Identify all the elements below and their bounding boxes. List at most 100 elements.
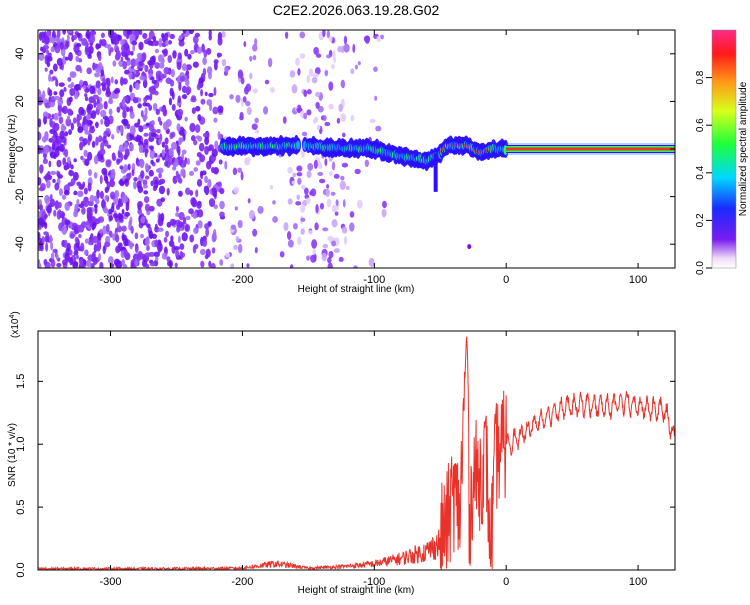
- spectrogram-noise-blob: [84, 96, 89, 102]
- spectrogram-noise-blob: [170, 69, 176, 78]
- spectrogram-noise-blob: [92, 94, 99, 100]
- spectrogram-noise-blob: [296, 165, 303, 172]
- spectrogram-noise-blob: [211, 187, 216, 195]
- spectrogram-noise: [38, 30, 472, 268]
- spectrogram-noise-blob: [205, 227, 209, 238]
- spectrogram-noise-blob: [76, 198, 80, 206]
- spectrogram-noise-blob: [130, 51, 134, 56]
- spectrogram-noise-blob: [73, 225, 79, 235]
- spectrogram-x-tick-label: 100: [629, 274, 647, 286]
- spectrogram-noise-blob: [211, 247, 216, 254]
- spectrogram-noise-blob: [324, 121, 331, 127]
- spectrogram-noise-blob: [99, 148, 106, 156]
- spectrogram-noise-blob: [249, 72, 253, 80]
- spectrogram-noise-blob: [176, 123, 181, 132]
- spectrogram-noise-blob: [168, 147, 174, 157]
- spectrogram-noise-blob: [72, 261, 79, 268]
- spectrogram-noise-blob: [193, 167, 199, 172]
- spectrogram-noise-blob: [154, 90, 159, 96]
- spectrogram-noise-blob: [354, 168, 361, 175]
- spectrogram-noise-blob: [87, 254, 94, 262]
- spectrogram-noise-blob: [114, 234, 120, 243]
- spectrogram-noise-blob: [105, 159, 112, 168]
- spectrogram-noise-blob: [143, 190, 149, 195]
- spectrogram-noise-blob: [326, 30, 330, 39]
- spectrogram-noise-blob: [144, 148, 148, 158]
- spectrogram-noise-blob: [90, 110, 97, 120]
- spectrogram-noise-blob: [159, 62, 165, 69]
- spectrogram-noise-blob: [272, 200, 276, 205]
- spectrogram-noise-blob: [307, 162, 314, 171]
- spectrogram-noise-blob: [58, 188, 64, 196]
- spectrogram-noise-blob: [66, 108, 73, 114]
- spectrogram-noise-blob: [74, 203, 78, 213]
- spectrogram-noise-blob: [70, 122, 74, 131]
- spectrogram-noise-blob: [120, 153, 124, 161]
- spectrogram-noise-blob: [98, 253, 101, 262]
- spectrogram-noise-blob: [357, 61, 361, 66]
- spectrogram-noise-blob: [112, 32, 118, 42]
- spectrogram-noise-blob: [113, 89, 120, 94]
- spectrogram-noise-blob: [73, 84, 80, 92]
- spectrogram-noise-blob: [82, 85, 87, 90]
- spectrogram-noise-blob: [104, 117, 111, 127]
- spectrogram-noise-blob: [213, 59, 219, 65]
- spectrogram-noise-blob: [252, 228, 258, 237]
- spectrogram-noise-blob: [140, 216, 146, 224]
- spectrogram-noise-blob: [381, 208, 387, 218]
- spectrogram-x-ticks: -300 -200 -100 0 100: [100, 30, 647, 286]
- spectrogram-noise-blob: [58, 82, 65, 87]
- spectrogram-noise-blob: [122, 98, 126, 108]
- spectrogram-noise-blob: [122, 60, 127, 70]
- spectrogram-noise-blob: [150, 76, 155, 81]
- snr-y-label: SNR (10 * v/v): [7, 423, 18, 487]
- spectrogram-noise-blob: [185, 86, 192, 95]
- spectrogram-noise-blob: [46, 205, 52, 214]
- spectrogram-noise-blob: [158, 185, 166, 195]
- spectrogram-noise-blob: [303, 112, 308, 120]
- colorbar-label: Normalized spectral amplitude: [738, 81, 749, 216]
- spectrogram-noise-blob: [249, 55, 253, 62]
- spectrogram-noise-blob: [246, 263, 250, 268]
- spectrogram-x-tick-label: -200: [231, 274, 253, 286]
- spectrogram-noise-blob: [199, 170, 203, 177]
- spectrogram-noise-blob: [333, 248, 340, 253]
- spectrogram-noise-blob: [79, 258, 84, 267]
- spectrogram-noise-blob: [148, 230, 154, 240]
- spectrogram-noise-blob: [188, 170, 195, 176]
- spectrogram-noise-blob: [102, 77, 106, 84]
- spectrogram-noise-blob: [189, 50, 195, 55]
- spectrogram-noise-blob: [56, 57, 64, 66]
- spectrogram-noise-blob: [38, 186, 45, 192]
- spectrogram-noise-blob: [306, 255, 310, 261]
- spectrogram-noise-blob: [48, 160, 52, 168]
- spectrogram-noise-blob: [192, 197, 196, 206]
- spectrogram-noise-blob: [165, 119, 172, 127]
- spectrogram-noise-blob: [179, 243, 185, 250]
- spectrogram-noise-blob: [101, 167, 108, 176]
- colorbar-tick-label: 0.2: [695, 213, 706, 227]
- spectrogram-noise-blob: [81, 206, 86, 215]
- spectrogram-noise-blob: [184, 48, 189, 57]
- snr-y-tick-label: 0.5: [15, 499, 27, 514]
- spectrogram-noise-blob: [121, 118, 128, 125]
- spectrogram-noise-blob: [63, 165, 70, 170]
- spectrogram-noise-blob: [324, 69, 329, 77]
- spectrogram-noise-blob: [134, 244, 139, 254]
- spectrogram-noise-blob: [168, 97, 173, 106]
- spectrogram-noise-blob: [171, 142, 178, 150]
- spectrogram-noise-blob: [340, 113, 347, 122]
- spectrogram-noise-blob: [144, 252, 151, 258]
- spectrogram-noise-blob: [96, 189, 100, 200]
- spectrogram-noise-blob: [100, 68, 105, 77]
- spectrogram-noise-blob: [66, 30, 73, 34]
- spectrogram-noise-blob: [83, 187, 88, 195]
- spectrogram-noise-blob: [111, 155, 117, 161]
- spectrogram-noise-blob: [148, 86, 155, 94]
- spectrogram-noise-blob: [293, 222, 298, 230]
- spectrogram-noise-blob: [328, 81, 334, 91]
- spectrogram-noise-blob: [163, 236, 168, 243]
- spectrogram-noise-blob: [87, 103, 94, 111]
- spectrogram-noise-blob: [52, 76, 57, 81]
- spectrogram-noise-blob: [68, 52, 73, 62]
